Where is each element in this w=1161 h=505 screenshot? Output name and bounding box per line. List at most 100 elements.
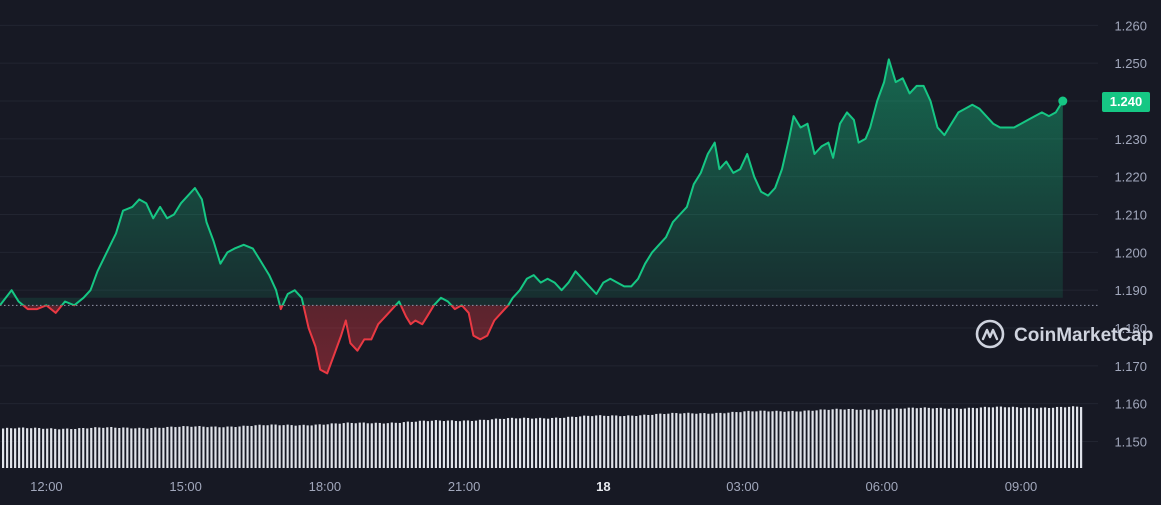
volume-bar bbox=[851, 408, 854, 468]
volume-bar bbox=[1055, 406, 1059, 468]
volume-bar bbox=[46, 428, 49, 468]
volume-bar bbox=[711, 413, 714, 468]
volume-bar bbox=[1035, 408, 1039, 468]
volume-bar bbox=[1011, 406, 1015, 468]
volume-bar bbox=[386, 423, 389, 468]
volume-bar bbox=[254, 425, 257, 468]
y-tick-label: 1.220 bbox=[1114, 170, 1147, 185]
volume-bar bbox=[62, 428, 65, 468]
volume-bar bbox=[579, 416, 582, 468]
volume-bar bbox=[971, 407, 974, 468]
x-tick-label: 21:00 bbox=[448, 479, 481, 494]
volume-bar bbox=[671, 412, 674, 468]
volume-bar bbox=[739, 412, 742, 468]
volume-bar bbox=[210, 426, 213, 468]
volume-bar bbox=[719, 412, 722, 468]
volume-bar bbox=[939, 407, 942, 468]
volume-bar bbox=[799, 411, 802, 468]
volume-bar bbox=[1019, 407, 1023, 468]
volume-bar bbox=[514, 418, 518, 468]
volume-bar bbox=[651, 414, 654, 468]
volume-bar bbox=[446, 420, 450, 468]
price-badge-box bbox=[1102, 92, 1150, 113]
volume-bar bbox=[142, 428, 145, 468]
volume-bar bbox=[611, 415, 614, 468]
volume-bar bbox=[1071, 406, 1075, 468]
volume-bar bbox=[835, 408, 838, 468]
volume-bar bbox=[42, 428, 45, 468]
volume-bar bbox=[975, 408, 978, 468]
volume-bar bbox=[743, 411, 746, 468]
volume-bar bbox=[342, 423, 345, 468]
volume-bar bbox=[178, 426, 181, 468]
volume-bar bbox=[462, 420, 466, 468]
coinmarketcap-watermark: CoinMarketCap bbox=[975, 319, 1153, 349]
volume-bar bbox=[855, 409, 858, 468]
volume-bar bbox=[222, 427, 225, 468]
volume-bar bbox=[174, 427, 177, 468]
current-price-badge: 1.240 bbox=[1102, 92, 1150, 113]
volume-bar bbox=[663, 414, 666, 468]
volume-bar bbox=[122, 427, 125, 468]
volume-bar bbox=[486, 420, 490, 468]
volume-bar bbox=[534, 418, 538, 468]
volume-bar bbox=[438, 420, 442, 468]
volume-bar bbox=[951, 408, 954, 468]
volume-bar bbox=[859, 409, 862, 468]
y-tick-label: 1.210 bbox=[1114, 208, 1147, 223]
volume-bar bbox=[518, 418, 522, 468]
volume-bar bbox=[831, 409, 834, 468]
volume-bar bbox=[410, 421, 413, 468]
volume-bar bbox=[154, 427, 157, 468]
volume-bar bbox=[1079, 407, 1083, 468]
volume-bar bbox=[667, 413, 670, 468]
volume-bar bbox=[274, 424, 277, 468]
volume-bar bbox=[647, 414, 650, 468]
volume-bar bbox=[987, 407, 991, 468]
volume-bar bbox=[587, 415, 590, 468]
volume-bar bbox=[422, 420, 425, 468]
y-tick-label: 1.190 bbox=[1114, 283, 1147, 298]
volume-bar bbox=[767, 411, 770, 468]
volume-bar bbox=[258, 424, 261, 468]
volume-bar bbox=[494, 418, 498, 468]
volume-bar bbox=[695, 413, 698, 468]
price-badge-label: 1.240 bbox=[1110, 94, 1143, 109]
volume-bar bbox=[795, 411, 798, 468]
volume-bar bbox=[823, 409, 826, 468]
volume-bar bbox=[202, 426, 205, 468]
volume-bar bbox=[134, 428, 137, 468]
volume-bar bbox=[943, 408, 946, 468]
volume-bar bbox=[234, 427, 237, 468]
volume-bar bbox=[378, 422, 381, 468]
volume-bar bbox=[278, 425, 281, 468]
volume-bar bbox=[86, 428, 89, 468]
volume-bars bbox=[2, 406, 1083, 468]
volume-bar bbox=[1043, 407, 1047, 468]
volume-bar bbox=[170, 426, 173, 468]
volume-bar bbox=[442, 421, 446, 468]
volume-bar bbox=[490, 419, 494, 468]
y-tick-label: 1.200 bbox=[1114, 245, 1147, 260]
volume-bar bbox=[607, 415, 610, 468]
volume-bar bbox=[827, 409, 830, 468]
watermark-text: CoinMarketCap bbox=[1014, 325, 1153, 346]
volume-bar bbox=[907, 407, 910, 468]
volume-bar bbox=[871, 410, 874, 468]
volume-bar bbox=[482, 419, 486, 468]
volume-bar bbox=[106, 427, 109, 468]
volume-bar bbox=[370, 423, 373, 468]
volume-bar bbox=[182, 426, 185, 468]
volume-bar bbox=[186, 426, 189, 468]
volume-bar bbox=[715, 412, 718, 468]
volume-bar bbox=[1007, 407, 1011, 468]
volume-bar bbox=[266, 425, 269, 468]
volume-bar bbox=[458, 421, 462, 468]
volume-bar bbox=[218, 427, 221, 468]
volume-bar bbox=[603, 415, 606, 468]
volume-bar bbox=[522, 417, 526, 468]
volume-bar bbox=[406, 421, 409, 468]
volume-bar bbox=[547, 418, 550, 468]
